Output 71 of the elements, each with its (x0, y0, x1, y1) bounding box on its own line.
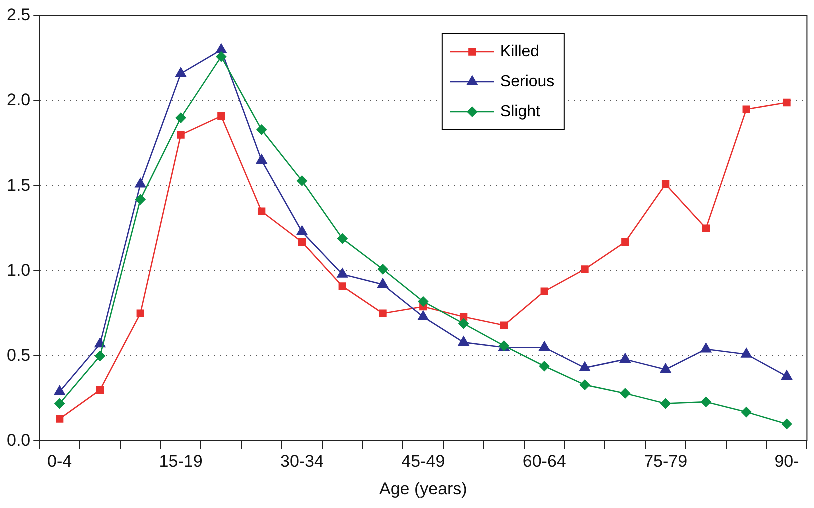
point (94, 338, 106, 348)
point (56, 415, 64, 423)
x-tick-label: 90- (774, 452, 800, 472)
point (135, 194, 146, 205)
y-tick-label: 0.0 (6, 430, 31, 450)
x-tick-label: 75-79 (644, 452, 688, 472)
x-tick-label: 15-19 (159, 452, 203, 472)
x-tick-label: 0-4 (48, 452, 72, 472)
x-tick-label: 30-34 (280, 452, 324, 472)
point (256, 154, 268, 164)
point (702, 224, 710, 232)
point (135, 178, 146, 188)
x-tick-label: 60-64 (522, 452, 566, 472)
y-tick-label: 0.5 (6, 346, 31, 365)
point (216, 52, 227, 62)
point (660, 398, 671, 409)
point (700, 343, 712, 353)
legend-label: Slight (500, 103, 541, 120)
point (378, 264, 388, 275)
point (580, 380, 590, 390)
point (296, 226, 308, 236)
y-tick-label: 1.5 (6, 176, 31, 195)
point (95, 351, 106, 362)
point (742, 106, 750, 114)
point (783, 98, 791, 107)
point (258, 208, 266, 216)
point (662, 180, 670, 188)
point (378, 278, 388, 288)
point (136, 310, 144, 318)
x-axis-title: Age (years) (379, 479, 468, 498)
point (622, 238, 630, 246)
point (741, 407, 752, 418)
point (176, 112, 186, 124)
point (458, 336, 470, 346)
point (782, 419, 792, 430)
point (660, 364, 672, 374)
point (54, 398, 65, 409)
point (418, 310, 429, 320)
point (539, 342, 550, 352)
point (379, 310, 387, 318)
point (216, 44, 227, 54)
y-tick-label: 1.0 (6, 260, 31, 280)
point (458, 318, 469, 329)
y-tick-label: 2.5 (6, 6, 31, 25)
point (298, 238, 306, 246)
point (337, 234, 348, 244)
point (177, 131, 185, 139)
point (539, 361, 550, 372)
x-tick-label: 45-49 (402, 452, 446, 472)
point (620, 353, 631, 363)
point (741, 348, 752, 358)
legend-label: Serious (500, 73, 555, 90)
point (581, 266, 589, 274)
point (418, 296, 429, 307)
point (96, 386, 104, 394)
point (540, 288, 548, 296)
point (701, 396, 712, 408)
legend-label: Killed (500, 43, 540, 60)
point (256, 124, 267, 136)
point (782, 370, 792, 380)
point (297, 176, 308, 186)
point (54, 386, 66, 396)
point (500, 322, 508, 330)
point (218, 112, 226, 120)
point (580, 362, 590, 372)
point (338, 282, 346, 290)
point (460, 313, 468, 321)
point (337, 268, 348, 278)
point (176, 68, 186, 78)
y-tick-label: 2.0 (6, 90, 31, 110)
point (620, 388, 631, 399)
